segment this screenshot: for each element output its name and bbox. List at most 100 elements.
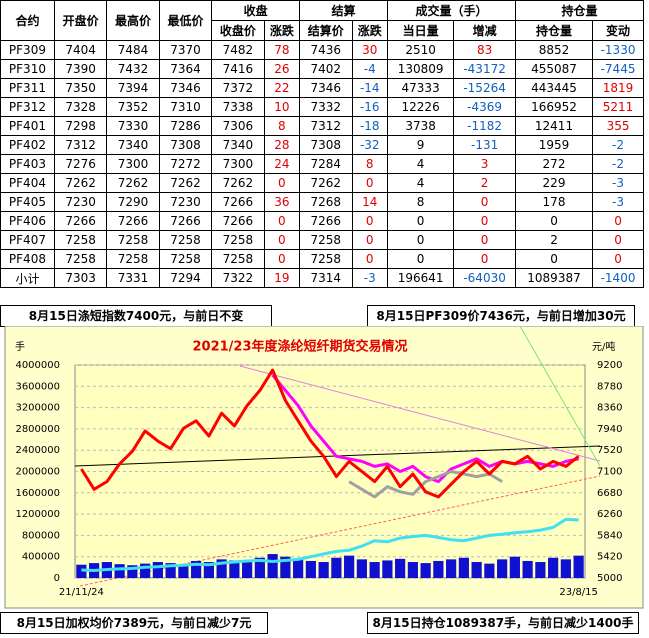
cell: 7284 bbox=[299, 154, 353, 174]
cell: 7340 bbox=[211, 135, 265, 155]
cell: 7266 bbox=[53, 211, 108, 231]
data-row: PF405 7230 7290 7230 7266 36 7268 14 8 0 178 -3 bbox=[0, 192, 644, 212]
data-row: PF310 7390 7432 7364 7416 26 7402 -4 130809 -4317… bbox=[0, 59, 644, 79]
header-cell: 变动 bbox=[592, 20, 644, 41]
volume-bar bbox=[573, 555, 584, 578]
cell: -1182 bbox=[453, 116, 516, 136]
volume-bar bbox=[305, 560, 316, 578]
cell: 7346 bbox=[158, 78, 213, 98]
cell: 7352 bbox=[106, 97, 160, 117]
cell: PF403 bbox=[0, 154, 55, 174]
cell: 12411 bbox=[514, 116, 594, 136]
header-cell: 结算 bbox=[299, 0, 388, 21]
cell: -2 bbox=[592, 135, 644, 155]
cell: 8 bbox=[263, 116, 301, 136]
cell: 7262 bbox=[106, 173, 160, 193]
cell: PF311 bbox=[0, 78, 55, 98]
header-cell: 最高价 bbox=[106, 0, 160, 41]
cell: 7312 bbox=[299, 116, 353, 136]
cell: 7258 bbox=[211, 230, 265, 250]
cell: 7262 bbox=[158, 173, 213, 193]
cell: 7372 bbox=[211, 78, 265, 98]
cell: 7402 bbox=[299, 59, 353, 79]
cell: 7331 bbox=[106, 268, 160, 288]
cell: 0 bbox=[592, 211, 644, 231]
header-cell: 持仓量 bbox=[514, 20, 594, 41]
data-row: 小计 7303 7331 7294 7322 19 7314 -3 196641 -64030 10… bbox=[0, 268, 644, 288]
volume-bar bbox=[216, 559, 227, 578]
banner: 8月15日加权均价7389元，与前日减少7元 bbox=[0, 612, 268, 634]
x-tick-label: 21/11/24 bbox=[59, 587, 104, 598]
cell: 1959 bbox=[514, 135, 594, 155]
cell: 7303 bbox=[53, 268, 108, 288]
cell: 7338 bbox=[211, 97, 265, 117]
banner: 8月15日涤短指数7400元，与前日不变 bbox=[0, 305, 272, 327]
cell: 0 bbox=[453, 230, 516, 250]
cell: 19 bbox=[263, 268, 301, 288]
cell: 7262 bbox=[53, 173, 108, 193]
cell: 22 bbox=[263, 78, 301, 98]
volume-bar bbox=[535, 562, 546, 578]
cell: 7258 bbox=[211, 249, 265, 269]
data-row: PF404 7262 7262 7262 7262 0 7262 0 4 2 229 -3 bbox=[0, 173, 644, 193]
cell: 355 bbox=[592, 116, 644, 136]
cell: -4369 bbox=[453, 97, 516, 117]
cell: 7258 bbox=[299, 249, 353, 269]
cell: 7314 bbox=[299, 268, 353, 288]
cell: PF401 bbox=[0, 116, 55, 136]
header-cell: 当日量 bbox=[386, 20, 455, 41]
cell: PF309 bbox=[0, 40, 55, 60]
volume-bar bbox=[114, 564, 125, 578]
y2-label: 元/吨 bbox=[592, 340, 615, 353]
y2-tick-label: 9200 bbox=[597, 360, 622, 371]
cell: 24 bbox=[263, 154, 301, 174]
volume-bar bbox=[267, 554, 278, 578]
cell: 7332 bbox=[299, 97, 353, 117]
cell: 28 bbox=[263, 135, 301, 155]
series-line bbox=[348, 470, 503, 499]
data-row: PF311 7350 7394 7346 7372 22 7346 -14 47333 -1526… bbox=[0, 78, 644, 98]
y2-tick-label: 7520 bbox=[597, 445, 622, 456]
cell: -131 bbox=[453, 135, 516, 155]
cell: 229 bbox=[514, 173, 594, 193]
y2-tick-label: 7100 bbox=[597, 467, 622, 478]
y2-tick-label: 6260 bbox=[597, 509, 622, 520]
cell: 0 bbox=[453, 249, 516, 269]
cell: 8 bbox=[351, 154, 388, 174]
cell: 5211 bbox=[592, 97, 644, 117]
banner: 8月15日PF309价7436元，与前日增加30元 bbox=[367, 305, 635, 327]
x-tick-label: 23/8/15 bbox=[559, 587, 598, 598]
cell: 0 bbox=[386, 249, 455, 269]
volume-bar bbox=[497, 559, 508, 578]
cell: 7294 bbox=[158, 268, 213, 288]
volume-bar bbox=[446, 559, 457, 578]
cell: 7416 bbox=[211, 59, 265, 79]
cell: 178 bbox=[514, 192, 594, 212]
header-cell: 收盘 bbox=[211, 0, 301, 21]
cell: 7322 bbox=[211, 268, 265, 288]
cell: 10 bbox=[263, 97, 301, 117]
y2-tick-label: 7940 bbox=[597, 424, 622, 435]
series-line bbox=[80, 368, 580, 499]
cell: 7258 bbox=[299, 230, 353, 250]
cell: 7268 bbox=[299, 192, 353, 212]
cell: PF312 bbox=[0, 97, 55, 117]
cell: 0 bbox=[263, 211, 301, 231]
cell: 3 bbox=[453, 154, 516, 174]
volume-bar bbox=[560, 559, 571, 578]
cell: 4 bbox=[386, 154, 455, 174]
volume-bar bbox=[165, 563, 176, 578]
volume-bar bbox=[318, 562, 329, 578]
y-label: 手 bbox=[15, 340, 25, 353]
header-cell: 结算价 bbox=[299, 20, 353, 41]
cell: 0 bbox=[386, 230, 455, 250]
volume-bar bbox=[293, 559, 304, 578]
y-tick-label: 1200000 bbox=[15, 509, 60, 520]
cell: 2 bbox=[514, 230, 594, 250]
cell: PF406 bbox=[0, 211, 55, 231]
cell: 7328 bbox=[53, 97, 108, 117]
cell: 443445 bbox=[514, 78, 594, 98]
header-cell: 涨跌 bbox=[351, 20, 388, 41]
cell: 166952 bbox=[514, 97, 594, 117]
